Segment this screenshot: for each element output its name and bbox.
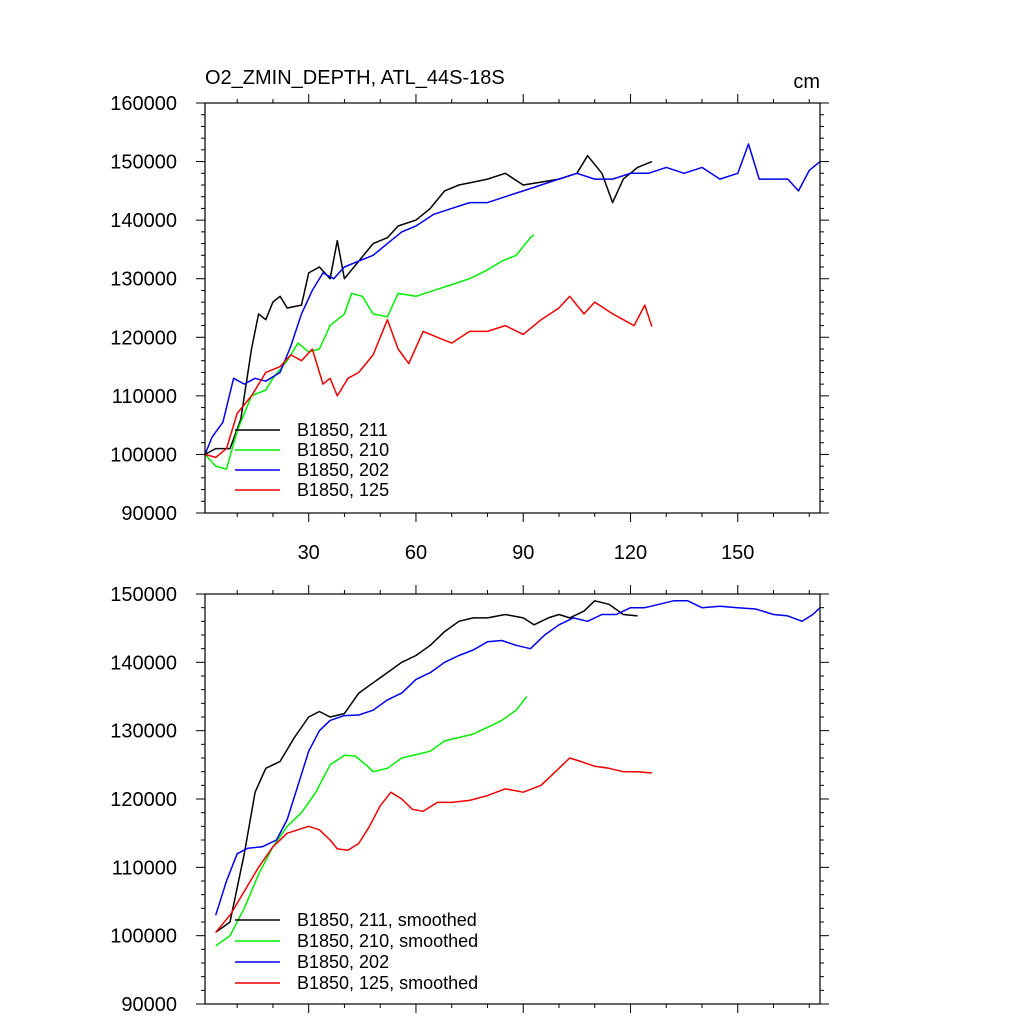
y-tick-label: 100000 — [110, 926, 177, 948]
top-panel: O2_ZMIN_DEPTH, ATL_44S-18S cm 90000 10000… — [110, 67, 829, 564]
top-axis-ticks: 90000 100000 110000 120000 130000 140000 15000… — [110, 93, 829, 564]
y-tick-label: 90000 — [121, 503, 177, 525]
x-tick-label: 30 — [298, 542, 320, 564]
legend-label: B1850, 125 — [297, 480, 389, 500]
top-plot-frame — [204, 102, 821, 514]
y-tick-label: 120000 — [110, 327, 177, 349]
legend-label: B1850, 210 — [297, 440, 389, 460]
y-tick-label: 90000 — [121, 994, 177, 1016]
series-line — [215, 600, 638, 933]
top-title: O2_ZMIN_DEPTH, ATL_44S-18S — [205, 67, 505, 89]
series-line — [214, 600, 821, 916]
top-units: cm — [793, 71, 820, 93]
y-tick-label: 110000 — [112, 386, 177, 408]
y-tick-label: 150000 — [110, 152, 177, 174]
bottom-panel: 90000 100000 110000 120000 130000 140000 15000… — [110, 584, 829, 1016]
x-tick-label: 60 — [405, 542, 427, 564]
legend-label: B1850, 211 — [297, 420, 388, 440]
y-tick-label: 120000 — [110, 789, 177, 811]
legend-label: B1850, 202 — [297, 952, 389, 972]
bottom-axis-ticks: 90000 100000 110000 120000 130000 140000 15000… — [110, 584, 829, 1016]
y-tick-label: 140000 — [110, 210, 177, 232]
legend-label: B1850, 210, smoothed — [297, 931, 478, 951]
y-tick-label: 100000 — [110, 444, 177, 466]
x-tick-label: 120 — [614, 542, 647, 564]
series-line — [204, 295, 653, 459]
legend-label: B1850, 202 — [297, 460, 389, 480]
y-tick-label: 110000 — [112, 857, 177, 879]
series-line — [204, 154, 653, 456]
y-tick-label: 150000 — [110, 584, 177, 606]
y-tick-label: 140000 — [110, 652, 177, 674]
y-tick-label: 130000 — [110, 269, 177, 291]
y-tick-label: 130000 — [110, 721, 177, 743]
series-line — [215, 696, 528, 947]
x-tick-label: 150 — [721, 542, 754, 564]
y-tick-label: 160000 — [110, 93, 177, 115]
series-line — [215, 757, 652, 933]
top-series-group — [204, 143, 821, 470]
series-line — [204, 143, 821, 455]
series-line — [204, 234, 535, 470]
bottom-plot-frame — [204, 593, 821, 1005]
x-tick-label: 90 — [512, 542, 534, 564]
legend-label: B1850, 211, smoothed — [297, 910, 477, 930]
legend-label: B1850, 125, smoothed — [297, 973, 478, 993]
bottom-series-group — [214, 600, 821, 947]
